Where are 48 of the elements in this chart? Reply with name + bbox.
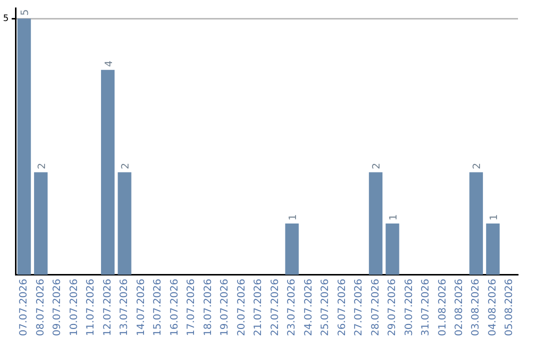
x-tick-label: 01.08.2026: [437, 278, 448, 336]
x-tick-label: 28.07.2026: [370, 278, 382, 336]
bar: [469, 172, 483, 275]
x-tick-label: 12.07.2026: [102, 278, 114, 336]
data-label: 5: [20, 9, 32, 16]
x-tick-label: 02.08.2026: [454, 278, 465, 336]
x-tick-label: 16.07.2026: [169, 278, 180, 336]
x-tick-label: 17.07.2026: [186, 278, 198, 336]
x-tick-label: 11.07.2026: [86, 278, 97, 336]
bar: [486, 224, 500, 275]
bar: [285, 224, 299, 275]
x-tick-label: 07.07.2026: [18, 278, 30, 336]
bar: [101, 70, 115, 275]
bar: [386, 224, 400, 275]
x-tick-label: 22.07.2026: [270, 278, 281, 336]
data-label: 1: [388, 214, 400, 221]
data-label: 2: [372, 162, 383, 170]
x-tick-label: 09.07.2026: [52, 278, 64, 336]
data-label: 4: [104, 60, 115, 67]
x-tick-label: 13.07.2026: [119, 278, 130, 336]
bar: [118, 172, 132, 275]
x-tick-label: 05.08.2026: [504, 278, 516, 336]
x-tick-label: 15.07.2026: [152, 278, 164, 336]
bar: [34, 172, 48, 275]
x-tick-label: 26.07.2026: [336, 278, 348, 336]
x-tick-label: 08.07.2026: [35, 278, 46, 336]
x-tick-label: 31.07.2026: [420, 278, 432, 336]
x-tick-label: 30.07.2026: [404, 278, 415, 336]
bar: [17, 18, 31, 275]
x-tick-label: 14.07.2026: [136, 278, 147, 336]
x-tick-label: 10.07.2026: [68, 278, 80, 336]
data-label: 2: [36, 162, 48, 170]
x-tick-label: 23.07.2026: [286, 278, 298, 336]
x-tick-label: 18.07.2026: [202, 278, 214, 336]
x-tick-label: 27.07.2026: [354, 278, 365, 336]
x-tick-label: 20.07.2026: [236, 278, 248, 336]
data-label: 1: [288, 214, 299, 221]
x-tick-label: 04.08.2026: [487, 278, 498, 336]
x-tick-label: 29.07.2026: [387, 278, 398, 336]
data-label: 2: [120, 162, 132, 170]
data-label: 1: [488, 214, 500, 221]
x-tick-label: 19.07.2026: [220, 278, 231, 336]
bar: [368, 172, 382, 275]
data-label: 2: [472, 162, 484, 170]
x-tick-label: 03.08.2026: [470, 278, 482, 336]
x-tick-label: 24.07.2026: [303, 278, 314, 336]
x-tick-label: 25.07.2026: [320, 278, 332, 336]
x-tick-label: 21.07.2026: [253, 278, 264, 336]
